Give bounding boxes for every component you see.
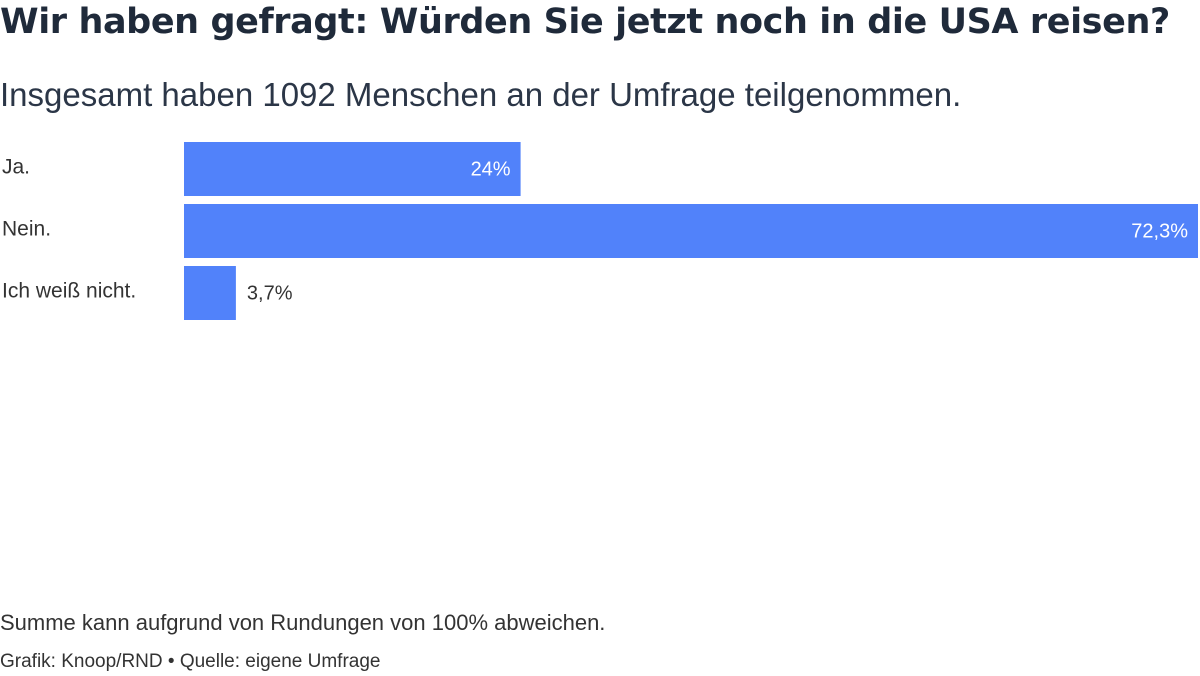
bar-1 bbox=[184, 204, 1198, 258]
category-label-2: Ich weiß nicht. bbox=[2, 280, 136, 303]
bar-chart: Ja. 24% Nein. 72,3% Ich weiß nicht. 3,7% bbox=[2, 142, 1198, 320]
chart-title: Wir haben gefragt: Würden Sie jetzt noch… bbox=[0, 2, 1170, 42]
bar-2 bbox=[184, 266, 236, 320]
category-label-0: Ja. bbox=[2, 156, 30, 179]
value-label-0: 24% bbox=[471, 158, 511, 180]
bar-0 bbox=[184, 142, 521, 196]
category-label-1: Nein. bbox=[2, 218, 51, 241]
chart-subtitle: Insgesamt haben 1092 Menschen an der Umf… bbox=[0, 76, 962, 113]
source-credit: Grafik: Knoop/RND • Quelle: eigene Umfra… bbox=[0, 651, 381, 672]
footnote: Summe kann aufgrund von Rundungen von 10… bbox=[0, 610, 606, 635]
value-label-1: 72,3% bbox=[1131, 220, 1188, 242]
value-label-2: 3,7% bbox=[247, 282, 293, 304]
